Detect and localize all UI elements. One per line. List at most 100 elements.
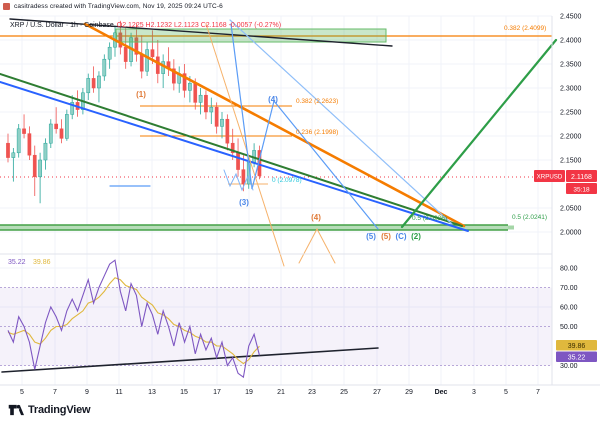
- time-tick: 17: [213, 389, 221, 396]
- time-tick: 29: [405, 389, 413, 396]
- rsi-tick: 80.00: [560, 266, 578, 273]
- support-zone-band: [0, 224, 514, 231]
- price-label-value: 2.1168: [571, 174, 592, 181]
- candle: [145, 42, 149, 76]
- candle: [97, 71, 101, 103]
- chart-attribution: casitradess created with TradingView.com…: [14, 3, 223, 10]
- rsi-tick: 70.00: [560, 285, 578, 292]
- candle: [204, 90, 208, 120]
- thin-orange-steep-line[interactable]: [205, 23, 285, 267]
- candle: [123, 28, 128, 69]
- time-tick: 7: [536, 389, 540, 396]
- price-tick: 2.3000: [560, 86, 582, 93]
- candle: [70, 95, 75, 120]
- annotation-labels: (1) (3) (4) (4) (5) (5) (C) (2) 0.382 (2.4099) 0.…: [8, 25, 547, 266]
- candle: [225, 114, 230, 151]
- candle: [59, 119, 64, 144]
- price-tick: 2.4500: [560, 14, 582, 21]
- time-tick: 21: [277, 389, 285, 396]
- candle: [16, 124, 21, 158]
- price-label-countdown: 35:18: [573, 187, 590, 194]
- candle: [65, 109, 69, 141]
- time-tick: Dec: [435, 389, 448, 396]
- time-tick: 7: [53, 389, 57, 396]
- orange-projection-peak[interactable]: [298, 227, 336, 264]
- time-tick: 5: [20, 389, 24, 396]
- candle: [230, 128, 235, 160]
- black-top-trendline[interactable]: [9, 18, 393, 47]
- candles: [6, 20, 262, 204]
- candle: [198, 88, 203, 115]
- candle: [11, 148, 16, 182]
- candle: [48, 119, 53, 148]
- green-channel-line[interactable]: [0, 73, 463, 227]
- candle: [6, 133, 10, 163]
- rsi-band: [0, 287, 552, 366]
- time-tick: 23: [308, 389, 316, 396]
- time-tick: 15: [180, 389, 188, 396]
- tradingview-logo-text: TradingView: [28, 404, 91, 416]
- time-tick: 3: [472, 389, 476, 396]
- fib-label-left: 0.5 (2.0236): [412, 215, 447, 222]
- corner-app-icon: [3, 3, 10, 10]
- candle: [220, 112, 224, 139]
- candle: [161, 54, 166, 88]
- time-tick: 27: [373, 389, 381, 396]
- candle: [27, 126, 32, 160]
- candle: [150, 30, 155, 64]
- candle: [107, 42, 112, 69]
- time-tick: 25: [340, 389, 348, 396]
- time-tick: 5: [504, 389, 508, 396]
- candle: [166, 47, 171, 76]
- candle: [177, 66, 182, 93]
- fib-label-right: 0.5 (2.0241): [512, 214, 547, 221]
- price-tick: 2.4000: [560, 38, 582, 45]
- tradingview-logo[interactable]: TradingView: [8, 403, 91, 417]
- candle: [214, 102, 219, 134]
- candle: [209, 97, 214, 124]
- wave-label-1: (1): [136, 90, 146, 99]
- time-tick: 9: [85, 389, 89, 396]
- rsi-axis-chips: 39.86 35.22: [556, 340, 597, 362]
- blue-wave-zigzag[interactable]: [230, 23, 379, 230]
- rsi-chip: 35.22: [568, 355, 586, 362]
- time-tick: 19: [245, 389, 253, 396]
- time-tick: 13: [148, 389, 156, 396]
- fib-label-2097: 0 (2.0978): [272, 177, 302, 184]
- symbol-title[interactable]: XRP / U.S. Dollar · 1h · Coinbase: [10, 22, 114, 29]
- price-tick: 2.1500: [560, 158, 582, 165]
- ohlc-readout: O2.1225 H2.1232 L2.1123 C2.1168 -0.0057 …: [116, 22, 282, 29]
- rsi-line: [7, 259, 260, 379]
- price-label-symbol: XRPUSD: [537, 174, 563, 181]
- green-projection-line[interactable]: [400, 38, 558, 229]
- candle: [54, 107, 58, 134]
- price-tick: 2.2000: [560, 134, 582, 141]
- wave-label-4-orange: (4): [311, 213, 321, 222]
- candle: [241, 155, 246, 192]
- trendline-drawings[interactable]: [0, 18, 558, 373]
- tradingview-logo-icon: [8, 404, 24, 416]
- rsi-ma-value-label: 39.86: [33, 259, 51, 266]
- rsi-tick: 30.00: [560, 363, 578, 370]
- price-axis[interactable]: 2.4500 2.4000 2.3500 2.3000 2.2500 2.2000 2.15…: [560, 14, 582, 371]
- fib-label-2199: 0.236 (2.1998): [296, 129, 338, 136]
- blue-mini-zigzag[interactable]: [223, 169, 254, 192]
- wave-c-descent-line[interactable]: [229, 19, 453, 225]
- price-tick: 2.0000: [560, 230, 582, 237]
- candle: [172, 59, 176, 91]
- orange-main-trendline[interactable]: [83, 22, 466, 228]
- candle: [86, 73, 91, 100]
- rsi-support-trendline[interactable]: [1, 347, 379, 373]
- symbol-legend[interactable]: XRP / U.S. Dollar · 1h · Coinbase O2.1225…: [10, 22, 281, 29]
- blue-channel-line[interactable]: [0, 81, 469, 232]
- rsi-tick: 50.00: [560, 324, 578, 331]
- time-tick: 11: [115, 389, 122, 396]
- candle: [91, 66, 96, 93]
- candle: [22, 114, 26, 139]
- wave-label-4-blue: (4): [268, 95, 278, 104]
- fib-label-2262: 0.382 (2.2623): [296, 98, 338, 105]
- time-axis[interactable]: 5 7 9 11 13 15 17 19 21 23 25 27 29 Dec 3 5 7: [20, 389, 540, 396]
- last-price-label: XRPUSD 2.1168 35:18: [534, 170, 597, 194]
